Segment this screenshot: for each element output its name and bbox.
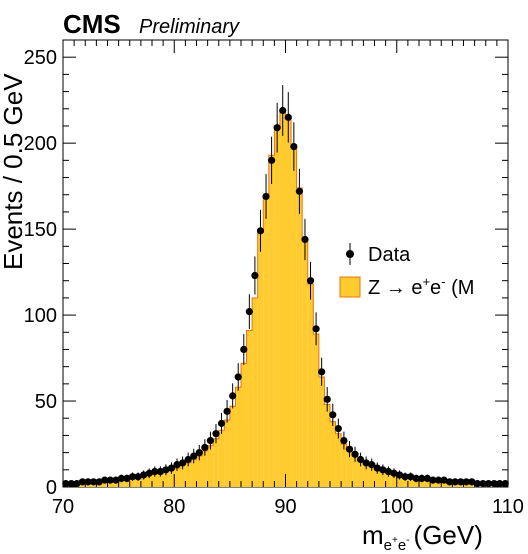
- legend: Data Z → e+e- (M: [340, 243, 474, 299]
- mc-histogram: [63, 112, 508, 487]
- mc-bin: [174, 468, 180, 487]
- mc-bin: [208, 446, 214, 487]
- mc-bin: [291, 145, 297, 487]
- y-tick-label: 250: [24, 47, 57, 69]
- data-point: [268, 157, 275, 164]
- y-axis-title: Events / 0.5 GeV: [0, 73, 28, 270]
- mc-bin: [197, 456, 203, 487]
- mc-bin: [308, 284, 314, 487]
- data-point: [246, 308, 253, 315]
- x-axis-title-unit: (GeV): [414, 520, 483, 550]
- y-tick-label: 50: [35, 391, 57, 413]
- y-tick-label: 200: [24, 133, 57, 155]
- data-point: [290, 143, 297, 150]
- data-point: [351, 451, 358, 458]
- data-point: [340, 437, 347, 444]
- data-point: [218, 420, 225, 427]
- mc-bin: [274, 126, 280, 487]
- data-point: [212, 430, 219, 437]
- mc-bin: [280, 112, 286, 487]
- mc-bin: [324, 404, 330, 487]
- x-axis-title-base: m: [362, 520, 384, 550]
- mc-bin: [341, 444, 347, 487]
- data-point: [251, 272, 258, 279]
- experiment-label: CMS: [63, 9, 121, 39]
- legend-data-label: Data: [368, 244, 411, 266]
- data-point: [318, 368, 325, 375]
- x-tick-label: 90: [274, 496, 296, 518]
- x-tick-label: 70: [52, 496, 74, 518]
- x-tick-label: 100: [380, 496, 413, 518]
- y-tick-label: 0: [46, 477, 57, 499]
- legend-mc-swatch: [340, 277, 360, 297]
- data-point: [312, 325, 319, 332]
- data-point: [285, 114, 292, 121]
- mc-bin: [230, 406, 236, 487]
- x-axis-title-sup-minus: -: [406, 535, 409, 546]
- mc-bin: [185, 463, 191, 487]
- data-point: [257, 227, 264, 234]
- data-point: [235, 373, 242, 380]
- x-tick-label: 110: [492, 496, 524, 518]
- mc-bin: [241, 363, 247, 487]
- data-point: [279, 107, 286, 114]
- mc-bin: [269, 155, 275, 487]
- mc-bin: [191, 459, 197, 487]
- data-point: [201, 444, 208, 451]
- data-point: [324, 396, 331, 403]
- mc-bin: [302, 238, 308, 487]
- mc-bin: [319, 377, 325, 487]
- data-point: [196, 449, 203, 456]
- data-point: [346, 446, 353, 453]
- data-point: [274, 124, 281, 131]
- y-tick-label: 150: [24, 219, 57, 241]
- data-point: [296, 188, 303, 195]
- mc-bin: [330, 422, 336, 487]
- x-axis-title-sub-e2: e: [398, 537, 406, 554]
- x-tick-label: 80: [163, 496, 185, 518]
- legend-data-marker: [346, 250, 354, 258]
- x-axis-title-sub-e1: e: [384, 537, 392, 554]
- mc-bin: [219, 430, 225, 487]
- data-point: [307, 277, 314, 284]
- mc-bin: [252, 298, 258, 487]
- data-point: [229, 392, 236, 399]
- status-label: Preliminary: [139, 16, 240, 38]
- data-point: [223, 408, 230, 415]
- mc-bin: [336, 434, 342, 487]
- data-point: [240, 346, 247, 353]
- mc-bin: [247, 331, 253, 487]
- data-point: [301, 236, 308, 243]
- mc-bin: [263, 195, 269, 487]
- mc-bin: [202, 451, 208, 487]
- data-point: [335, 425, 342, 432]
- mc-bin: [235, 387, 241, 487]
- mc-bin: [286, 116, 292, 487]
- mc-bin: [297, 188, 303, 487]
- y-tick-label: 100: [24, 305, 57, 327]
- data-point: [329, 411, 336, 418]
- mc-bin: [258, 231, 264, 487]
- data-point: [207, 437, 214, 444]
- x-axis-title: me+e- (GeV): [362, 520, 483, 554]
- data-point: [262, 193, 269, 200]
- legend-mc-label: Z → e+e- (M: [368, 274, 474, 299]
- mc-bin: [213, 439, 219, 487]
- mc-bin: [224, 420, 230, 487]
- mc-bin: [313, 334, 319, 487]
